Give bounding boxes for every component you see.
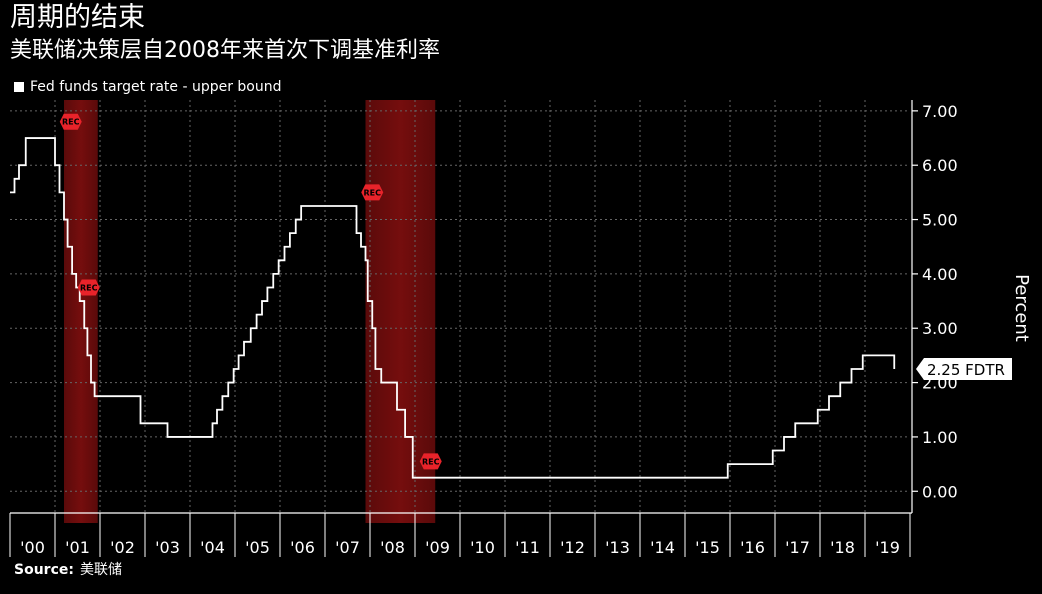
x-tick-label: '02 bbox=[110, 538, 135, 557]
x-tick-label: '13 bbox=[605, 538, 630, 557]
x-tick-label: '07 bbox=[335, 538, 360, 557]
y-tick-label: 6.00 bbox=[922, 156, 958, 175]
last-value-label: 2.25 FDTR bbox=[927, 361, 1005, 379]
x-tick-label: '04 bbox=[200, 538, 225, 557]
chart-title: 周期的结束 bbox=[10, 2, 145, 33]
series-line-1 bbox=[10, 137, 896, 479]
x-tick-label: '17 bbox=[785, 538, 810, 557]
x-tick-label: '15 bbox=[695, 538, 720, 557]
series-layer bbox=[10, 137, 896, 479]
y-axis-title: Percent bbox=[1011, 274, 1032, 342]
y-tick-label: 0.00 bbox=[922, 482, 958, 501]
rec-tag-label: REC bbox=[80, 283, 98, 292]
rec-tag: REC bbox=[419, 453, 442, 470]
rec-tag-shape bbox=[419, 453, 442, 470]
x-tick-label: '00 bbox=[20, 538, 45, 557]
recession-bands bbox=[64, 100, 436, 523]
x-tick-label: '03 bbox=[155, 538, 180, 557]
legend: Fed funds target rate - upper bound bbox=[14, 78, 282, 96]
recession-band-2 bbox=[365, 100, 436, 523]
x-tick-label: '05 bbox=[245, 538, 270, 557]
source-value: 美联储 bbox=[79, 562, 122, 578]
recession-band-1 bbox=[64, 100, 98, 523]
source-note: Source: 美联储 bbox=[14, 561, 122, 579]
legend-label: Fed funds target rate - upper bound bbox=[30, 79, 282, 95]
source-label: Source: bbox=[14, 562, 74, 578]
rec-tag-shape bbox=[77, 279, 100, 296]
y-tick-label: 3.00 bbox=[922, 319, 958, 338]
y-tick-label: 5.00 bbox=[922, 211, 958, 230]
last-value-tag: 2.25 FDTR bbox=[916, 357, 1012, 380]
rec-tag: REC bbox=[361, 184, 384, 201]
rec-tags: REC REC REC REC bbox=[59, 113, 442, 470]
rec-tag-label: REC bbox=[62, 118, 80, 127]
x-tick-label: '01 bbox=[65, 538, 90, 557]
x-tick-label: '19 bbox=[875, 538, 900, 557]
y-tick-label: 1.00 bbox=[922, 428, 958, 447]
rec-tag-label: REC bbox=[364, 188, 382, 197]
rec-tag-shape bbox=[361, 184, 384, 201]
x-tick-label: '16 bbox=[740, 538, 765, 557]
y-tick-label: 4.00 bbox=[922, 265, 958, 284]
x-tick-label: '12 bbox=[560, 538, 585, 557]
axes: 7.006.005.004.003.002.001.000.00'00'01'0… bbox=[9, 100, 958, 557]
grid-lines bbox=[10, 100, 910, 513]
x-tick-label: '06 bbox=[290, 538, 315, 557]
rec-tag: REC bbox=[77, 279, 100, 296]
legend-swatch bbox=[14, 82, 24, 92]
x-tick-label: '18 bbox=[830, 538, 855, 557]
x-tick-label: '14 bbox=[650, 538, 675, 557]
x-tick-label: '11 bbox=[515, 538, 540, 557]
axis-labels: Percent bbox=[1011, 274, 1032, 342]
rec-tag-shape bbox=[59, 113, 82, 130]
rec-tag-label: REC bbox=[422, 457, 440, 466]
x-tick-label: '09 bbox=[425, 538, 450, 557]
rec-tag: REC bbox=[59, 113, 82, 130]
y-tick-label: 7.00 bbox=[922, 102, 958, 121]
last-value-tag-bg bbox=[916, 357, 1012, 380]
chart-subtitle: 美联储决策层自2008年来首次下调基准利率 bbox=[10, 38, 440, 63]
x-tick-label: '10 bbox=[470, 538, 495, 557]
x-tick-label: '08 bbox=[380, 538, 405, 557]
